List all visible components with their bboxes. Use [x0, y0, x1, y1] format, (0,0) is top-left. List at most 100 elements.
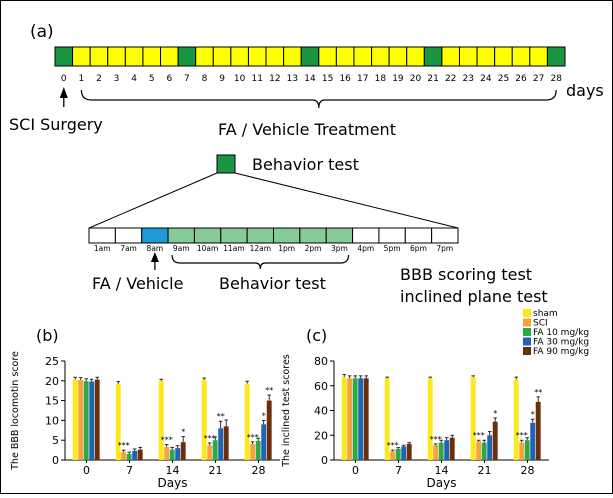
chart-b-significance-mark: * — [262, 411, 266, 420]
hour-timeline: 1am 7am 8am 9am 10am 11am 12am 1pm 2pm 3pm 4pm 5pm 6… — [88, 227, 459, 270]
chart-b-bar — [164, 446, 170, 460]
chart-c-bar — [406, 443, 412, 460]
hour-tick-9am: 9am — [173, 244, 190, 253]
chart-c-ytick-label: 60 — [314, 380, 328, 393]
chart-b-xtick-label: 0 — [83, 464, 90, 477]
chart-c-bar — [519, 442, 525, 460]
hour-tick-7pm: 7pm — [436, 244, 453, 253]
chart-c-xtick-label: 0 — [352, 464, 359, 477]
day-cell-26 — [511, 46, 531, 67]
legend-label: SCI — [533, 319, 548, 329]
day-cell-19 — [388, 46, 408, 67]
chart-c: (c) 0 20 40 60 80 The inclined test scores 0 7 14… — [281, 326, 549, 490]
fa-vehicle-label: FA / Vehicle — [92, 274, 183, 293]
day-tick-10: 10 — [234, 74, 246, 84]
chart-c-bar — [341, 377, 347, 460]
hour-tick-10am: 10am — [197, 244, 218, 253]
hour-cell-11am — [220, 227, 248, 244]
legend-swatch — [523, 337, 531, 346]
day-tick-8: 8 — [202, 74, 208, 84]
chart-c-bar — [535, 401, 541, 460]
day-tick-20: 20 — [410, 74, 422, 84]
chart-b-significance-mark: *** — [204, 434, 216, 443]
chart-b-bar — [169, 449, 175, 460]
day-cell-0 — [54, 46, 74, 67]
day-tick-27: 27 — [533, 74, 544, 84]
day-tick-12: 12 — [269, 74, 280, 84]
chart-c-bar — [384, 378, 390, 460]
chart-b-bar — [250, 444, 256, 460]
day-cell-4 — [124, 46, 144, 67]
chart-c-significance-mark: *** — [387, 441, 399, 450]
legend-swatch — [523, 347, 531, 355]
chart-b-bar — [175, 448, 181, 460]
chart-b-bar — [223, 426, 229, 460]
chart-b-panel-label: (b) — [36, 326, 59, 345]
hour-tick-3pm: 3pm — [331, 244, 348, 253]
hour-cell-2pm — [299, 227, 327, 244]
chart-c-bar — [352, 378, 358, 460]
chart-c-significance-mark: * — [531, 410, 535, 419]
chart-b-x-label: Days — [158, 476, 188, 490]
chart-c-significance-mark: *** — [430, 435, 442, 444]
chart-b-bar — [207, 445, 213, 460]
chart-c-x-label: Days — [427, 476, 457, 490]
hour-cell-5pm — [378, 227, 406, 244]
day-tick-4: 4 — [131, 74, 137, 84]
chart-b-significance-mark: *** — [118, 441, 130, 450]
day-tick-28: 28 — [550, 74, 562, 84]
chart-c-significance-mark: ** — [534, 388, 542, 397]
legend-swatch — [523, 309, 531, 317]
hour-cell-10am — [193, 227, 222, 244]
behavior-test-label-2: Behavior test — [219, 274, 326, 293]
chart-c-ytick-label: 20 — [314, 429, 328, 442]
chart-c-panel-label: (c) — [306, 326, 327, 345]
day-cell-27 — [529, 46, 548, 67]
day-tick-2: 2 — [96, 74, 102, 84]
day-cell-9 — [212, 46, 232, 67]
chart-c-bar — [481, 442, 487, 460]
legend-label: FA 30 mg/kg — [533, 338, 589, 348]
chart-c-bar — [444, 440, 450, 460]
behavior-test-day-square — [216, 154, 236, 174]
day-tick-25: 25 — [498, 74, 509, 84]
sci-surgery-label: SCI Surgery — [9, 115, 103, 134]
day-tick-9: 9 — [219, 74, 225, 84]
chart-c-xtick-label: 21 — [478, 464, 492, 477]
chart-b-xtick-label: 21 — [209, 464, 223, 477]
day-cell-16 — [335, 46, 355, 67]
day-cell-8 — [195, 46, 214, 67]
hour-cell-9am — [167, 227, 195, 244]
day-cell-10 — [230, 46, 249, 67]
day-tick-21: 21 — [427, 74, 438, 84]
chart-c-bar — [358, 378, 364, 460]
chart-c-bar — [401, 446, 407, 460]
chart-b-significance-mark: *** — [247, 433, 259, 442]
chart-b-y-label: The BBB locomotin score — [10, 351, 21, 471]
chart-c-significance-mark: *** — [473, 431, 485, 440]
behavior-test-label: Behavior test — [252, 155, 359, 174]
day-tick-11: 11 — [252, 74, 263, 84]
chart-c-xtick-label: 14 — [435, 464, 449, 477]
chart-b-bar — [255, 440, 261, 460]
chart-c-bar — [476, 441, 482, 460]
day-cell-17 — [353, 46, 373, 67]
day-cell-14 — [300, 46, 320, 67]
days-label: days — [566, 81, 604, 100]
chart-c-bar — [513, 379, 519, 460]
hour-cell-1pm — [273, 227, 301, 244]
chart-c-bar — [492, 421, 498, 460]
hour-cell-3pm — [325, 227, 354, 244]
hour-cell-8am — [141, 227, 169, 244]
chart-c-significance-mark: * — [493, 409, 497, 418]
day-zoom — [88, 154, 459, 229]
day-tick-1: 1 — [79, 74, 85, 84]
chart-c-bar — [438, 442, 444, 460]
chart-b-ytick-label: 25 — [45, 355, 59, 368]
hour-tick-6pm: 6pm — [410, 244, 427, 253]
chart-c-bar — [470, 377, 476, 460]
